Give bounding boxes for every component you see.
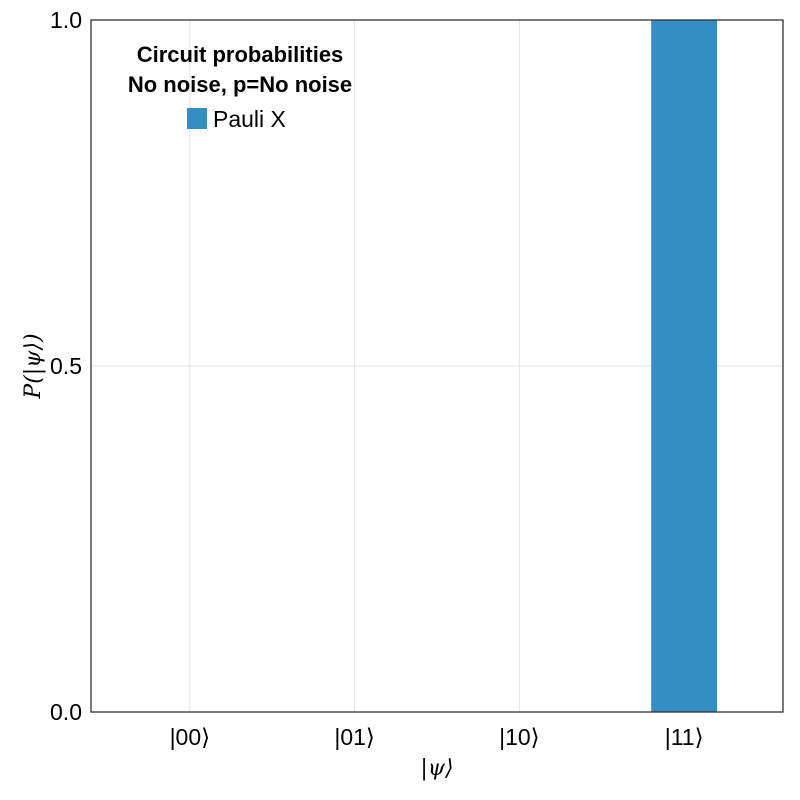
x-tick-label: |00⟩ [170,724,211,750]
y-tick-label: 0.0 [50,699,82,725]
x-axis-label: |ψ⟩ [420,756,453,781]
legend-swatch-pauli-x [187,108,207,129]
legend-label-pauli-x: Pauli X [213,106,286,132]
y-tick-label: 0.5 [50,353,82,379]
bars [651,20,718,712]
y-tick-label: 1.0 [50,7,82,33]
x-tick-label: |01⟩ [334,724,375,750]
y-tick-labels: 0.0 0.5 1.0 [50,7,82,725]
y-axis-label: P(|ψ⟩) [21,333,46,399]
bar-pauli-x-3 [651,20,718,712]
chart-title-line-2: No noise, p=No noise [128,72,352,97]
x-tick-label: |10⟩ [499,724,540,750]
x-tick-labels: |00⟩ |01⟩ |10⟩ |11⟩ [170,724,704,750]
plot-frame [90,19,784,713]
chart-title-line-1: Circuit probabilities [137,42,344,67]
x-tick-label: |11⟩ [665,724,704,750]
